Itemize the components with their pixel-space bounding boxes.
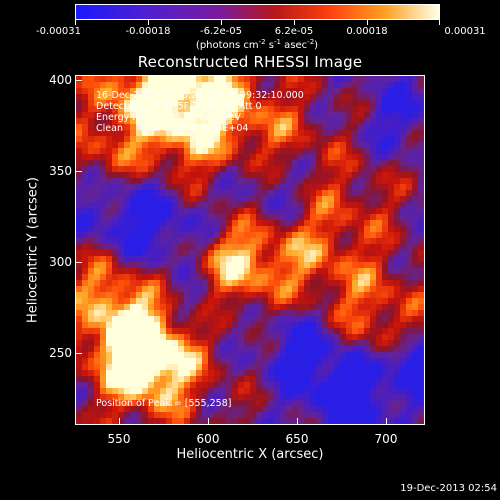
x-tick: [119, 418, 120, 425]
heatmap-image: [76, 76, 424, 424]
colorbar-label: -0.00031: [36, 26, 81, 37]
y-tick: [75, 80, 82, 81]
x-tick: [297, 418, 298, 425]
x-tick-label: 600: [196, 432, 220, 446]
y-tick-label: 400: [49, 73, 72, 87]
colorbar-tick: [367, 20, 368, 25]
x-tick-label: 650: [285, 432, 309, 446]
x-tick-label: 700: [374, 432, 398, 446]
colorbar-tick: [221, 20, 222, 25]
x-tick-label: 550: [107, 432, 131, 446]
colorbar-label: 0.00031: [444, 26, 486, 37]
heatmap-plot: 16-Dec-2013 09:26:24.000 to 09:32:10.000…: [75, 75, 425, 425]
colorbar-tick: [294, 20, 295, 25]
colorbar-tick: [439, 20, 440, 25]
plot-title: Reconstructed RHESSI Image: [137, 53, 363, 71]
y-axis-label: Heliocentric Y (arcsec): [25, 177, 41, 323]
x-tick: [208, 418, 209, 425]
colorbar-label: 6.2e-05: [274, 26, 314, 37]
y-tick: [75, 171, 82, 172]
x-tick: [386, 418, 387, 425]
detectors-text: Detectors: 3F 4F 5F 7F 8F 9F, Att 0: [96, 101, 262, 112]
colorbar: [75, 4, 440, 20]
y-tick-label: 250: [49, 346, 72, 360]
colorbar-units: (photons cm-2 s-1 asec-2): [195, 38, 319, 51]
colorbar-tick: [148, 20, 149, 25]
colorbar-label: 0.00018: [346, 26, 388, 37]
generation-date: 19-Dec-2013 02:54: [400, 483, 497, 494]
colorbar-tick: [75, 20, 76, 25]
y-tick: [75, 353, 82, 354]
time-range-text: 16-Dec-2013 09:26:24.000 to 09:32:10.000: [96, 90, 304, 101]
colorbar-label: -0.00018: [125, 26, 171, 37]
y-tick-label: 350: [49, 164, 72, 178]
energy-range-text: Energy Range: 25.0 - 50.0 keV: [96, 112, 241, 123]
peak-position-text: Position of Peak = [555,258]: [96, 398, 232, 409]
clean-counts-text: Clean Total counts: 1.48E+04: [96, 123, 249, 134]
y-tick-label: 300: [49, 255, 72, 269]
y-tick: [75, 262, 82, 263]
x-axis-label: Heliocentric X (arcsec): [176, 447, 324, 462]
colorbar-label: -6.2e-05: [200, 26, 242, 37]
